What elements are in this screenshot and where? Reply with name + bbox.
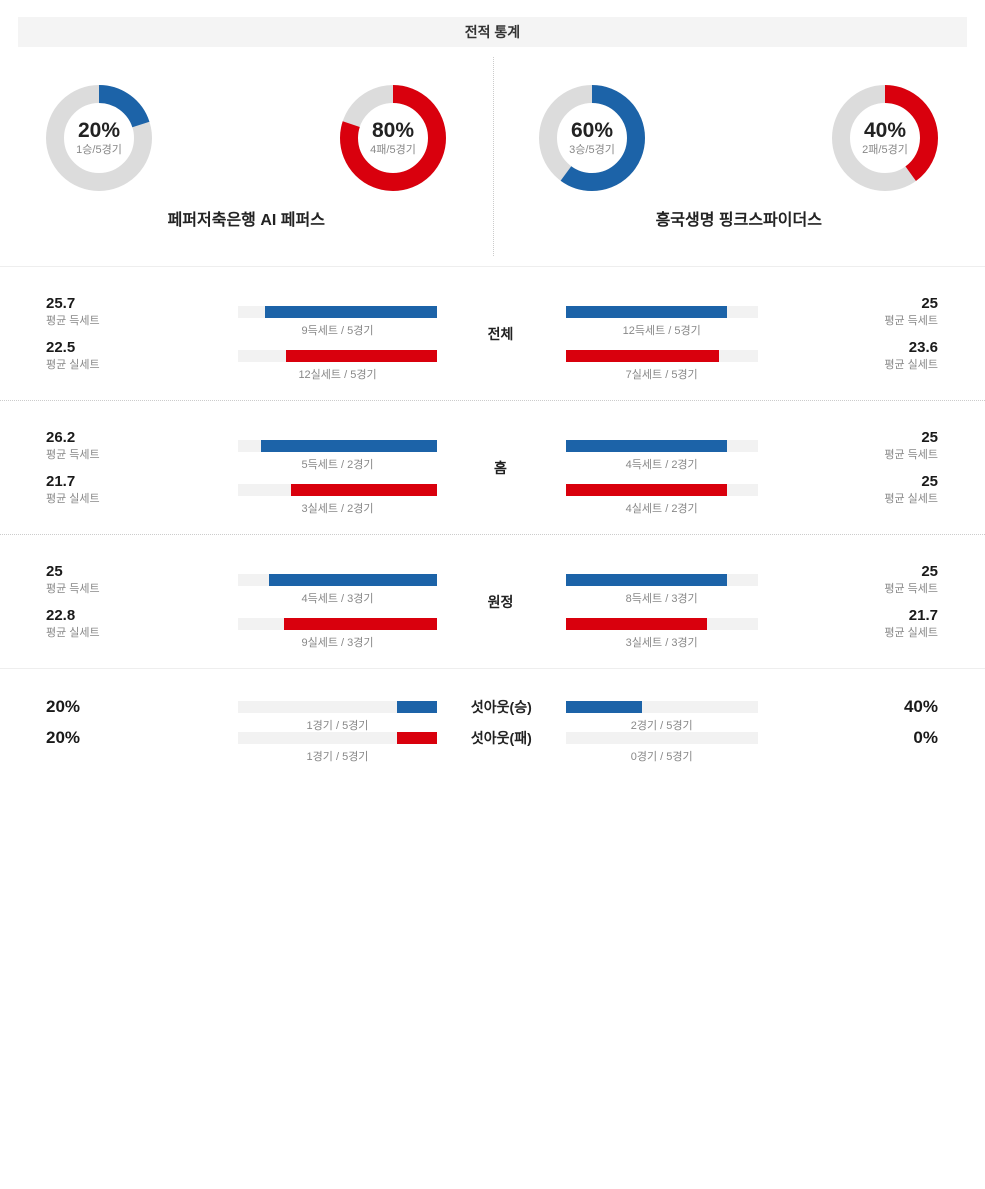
svg-text:80%: 80% (371, 119, 413, 142)
svg-text:60%: 60% (570, 119, 612, 142)
svg-text:3승/5경기: 3승/5경기 (569, 143, 615, 156)
svg-text:2패/5경기: 2패/5경기 (862, 143, 908, 156)
svg-text:20%: 20% (78, 119, 120, 142)
svg-text:1승/5경기: 1승/5경기 (76, 143, 122, 156)
svg-text:40%: 40% (864, 119, 906, 142)
svg-text:4패/5경기: 4패/5경기 (370, 143, 416, 156)
